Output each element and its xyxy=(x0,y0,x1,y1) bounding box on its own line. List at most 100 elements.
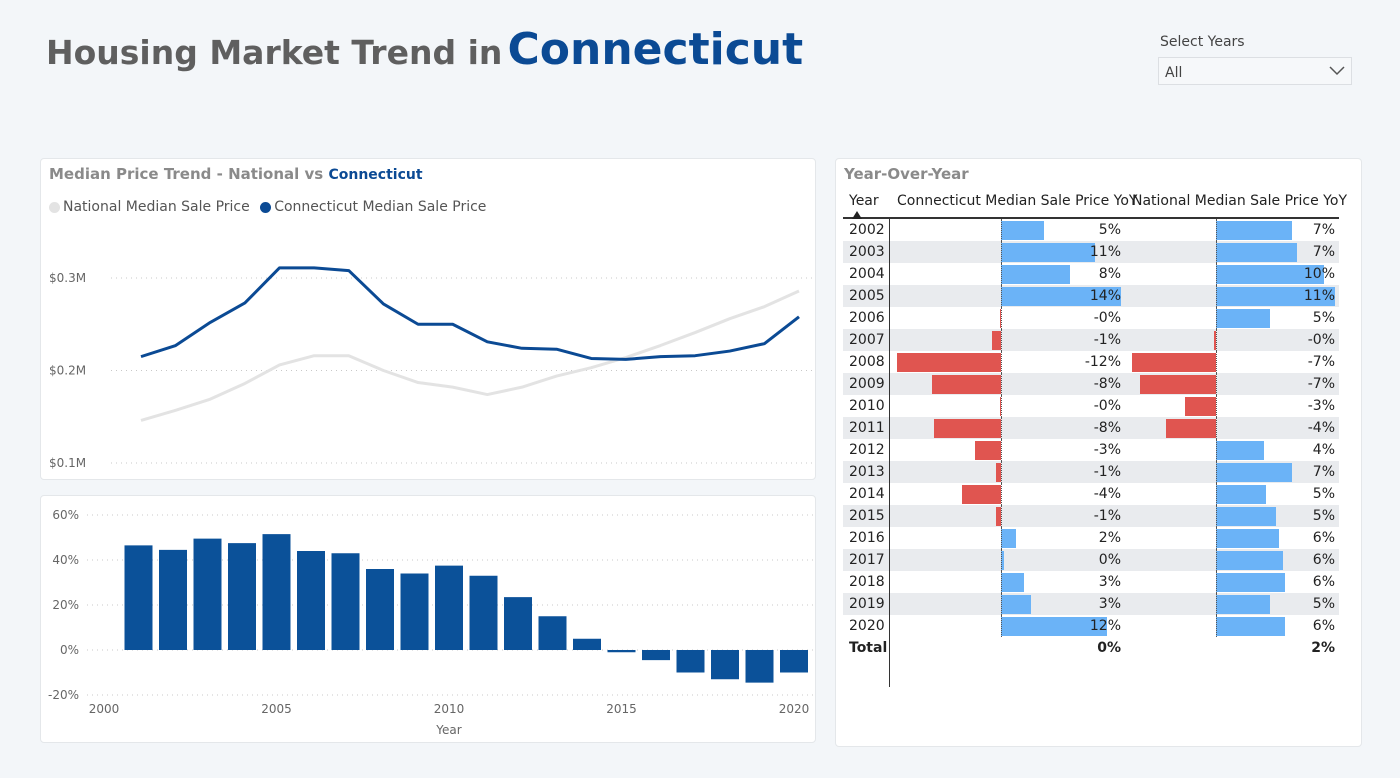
table-body: 2002 5% 7% 2003 11% 7% 2004 8% 10% 2005 14% 11% 2006… xyxy=(843,219,1339,659)
table-row[interactable]: 2017 0% 6% xyxy=(843,549,1339,571)
bar xyxy=(331,553,360,650)
national-yoy-cell: 4% xyxy=(1312,442,1335,458)
table-row[interactable]: 2004 8% 10% xyxy=(843,263,1339,285)
connecticut-yoy-cell: 12% xyxy=(1089,618,1121,634)
yoy-table-card: Year-Over-Year Year Connecticut Median S… xyxy=(835,158,1362,747)
table-row[interactable]: 2006 -0% 5% xyxy=(843,307,1339,329)
bar xyxy=(297,551,325,650)
year-cell: 2014 xyxy=(849,486,885,502)
table-row[interactable]: 2007 -1% -0% xyxy=(843,329,1339,351)
bar xyxy=(676,650,705,673)
connecticut-yoy-cell: 14% xyxy=(1089,288,1121,304)
column-header-national-yoy[interactable]: National Median Sale Price YoY xyxy=(1132,193,1347,209)
table-row[interactable]: 2015 -1% 5% xyxy=(843,505,1339,527)
table-row[interactable]: 2005 14% 11% xyxy=(843,285,1339,307)
national-yoy-cell: 7% xyxy=(1312,222,1335,238)
connecticut-yoy-bar xyxy=(931,375,1001,394)
national-yoy-cell: 5% xyxy=(1312,486,1335,502)
connecticut-yoy-bar xyxy=(1001,265,1070,284)
national-yoy-cell: 10% xyxy=(1303,266,1335,282)
table-row[interactable]: 2019 3% 5% xyxy=(843,593,1339,615)
x-tick-label: 2000 xyxy=(89,702,120,716)
year-cell: 2012 xyxy=(849,442,885,458)
table-row[interactable]: 2012 -3% 4% xyxy=(843,439,1339,461)
bar xyxy=(400,573,429,650)
bar xyxy=(745,650,774,683)
year-cell: 2020 xyxy=(849,618,885,634)
sort-ascending-icon[interactable] xyxy=(852,211,862,219)
connecticut-yoy-cell: -3% xyxy=(1093,442,1121,458)
connecticut-yoy-bar xyxy=(1001,243,1096,262)
x-tick-label: 2005 xyxy=(261,702,292,716)
column-header-year[interactable]: Year xyxy=(849,193,879,209)
connecticut-yoy-cell: -1% xyxy=(1093,464,1121,480)
year-cell: 2005 xyxy=(849,288,885,304)
line-chart-legend: National Median Sale Price Connecticut M… xyxy=(49,199,492,217)
zero-axis-line xyxy=(1001,241,1002,263)
national-series-line xyxy=(140,289,800,422)
national-yoy-cell: -4% xyxy=(1307,420,1335,436)
table-row[interactable]: 2018 3% 6% xyxy=(843,571,1339,593)
legend-dot-national xyxy=(49,201,60,213)
table-row[interactable]: 2011 -8% -4% xyxy=(843,417,1339,439)
year-dropdown-value: All xyxy=(1165,65,1183,81)
national-yoy-bar xyxy=(1166,419,1216,438)
zero-axis-line xyxy=(1216,615,1217,637)
bar xyxy=(159,549,187,650)
connecticut-yoy-bar xyxy=(1001,551,1004,570)
bar xyxy=(780,650,808,673)
national-yoy-cell: -7% xyxy=(1307,376,1335,392)
connecticut-yoy-bar xyxy=(1001,221,1044,240)
connecticut-yoy-bar xyxy=(995,463,1001,482)
zero-axis-line xyxy=(1001,263,1002,285)
table-row[interactable]: 2002 5% 7% xyxy=(843,219,1339,241)
year-cell: 2018 xyxy=(849,574,885,590)
national-yoy-bar xyxy=(1216,287,1335,306)
line-chart-title: Median Price Trend - National vs Connect… xyxy=(49,165,423,183)
table-row[interactable]: 2010 -0% -3% xyxy=(843,395,1339,417)
zero-axis-line xyxy=(1001,395,1002,417)
year-cell: 2010 xyxy=(849,398,885,414)
table-row[interactable]: 2014 -4% 5% xyxy=(843,483,1339,505)
zero-axis-line xyxy=(1216,219,1217,241)
legend-label-connecticut: Connecticut Median Sale Price xyxy=(274,199,487,215)
bar xyxy=(607,650,636,653)
zero-axis-line xyxy=(1001,483,1002,505)
national-yoy-cell: 5% xyxy=(1312,596,1335,612)
x-tick-label: 2010 xyxy=(434,702,465,716)
national-yoy-cell: 5% xyxy=(1312,508,1335,524)
table-row[interactable]: 2009 -8% -7% xyxy=(843,373,1339,395)
table-row[interactable]: 2013 -1% 7% xyxy=(843,461,1339,483)
connecticut-yoy-cell: 5% xyxy=(1098,222,1121,238)
table-row[interactable]: 2008 -12% -7% xyxy=(843,351,1339,373)
table-row[interactable]: 2016 2% 6% xyxy=(843,527,1339,549)
bar xyxy=(262,534,291,650)
table-row[interactable]: 2003 11% 7% xyxy=(843,241,1339,263)
bar xyxy=(366,569,394,650)
zero-axis-line xyxy=(1216,417,1217,439)
zero-axis-line xyxy=(1001,373,1002,395)
national-yoy-bar xyxy=(1216,441,1264,460)
y-tick-label: $0.2M xyxy=(49,364,86,378)
national-yoy-cell: 5% xyxy=(1312,310,1335,326)
legend-item-national[interactable]: National Median Sale Price xyxy=(49,199,250,215)
bar xyxy=(573,638,601,650)
year-cell: 2006 xyxy=(849,310,885,326)
national-yoy-bar xyxy=(1216,463,1292,482)
zero-axis-line xyxy=(1216,505,1217,527)
bar xyxy=(642,650,670,661)
year-cell: 2004 xyxy=(849,266,885,282)
year-dropdown[interactable]: All xyxy=(1158,57,1352,85)
legend-item-connecticut[interactable]: Connecticut Median Sale Price xyxy=(260,199,486,215)
chevron-down-icon xyxy=(1329,66,1345,76)
connecticut-yoy-cell: -4% xyxy=(1093,486,1121,502)
legend-dot-connecticut xyxy=(260,201,272,213)
column-header-connecticut-yoy[interactable]: Connecticut Median Sale Price YoY xyxy=(897,193,1138,209)
zero-axis-line xyxy=(1001,593,1002,615)
bar xyxy=(124,545,153,650)
zero-axis-line xyxy=(1216,241,1217,263)
table-row[interactable]: 2020 12% 6% xyxy=(843,615,1339,637)
connecticut-yoy-bar xyxy=(1000,397,1002,416)
connecticut-yoy-bar xyxy=(934,419,1001,438)
line-chart-title-prefix: Median Price Trend - National vs xyxy=(49,165,324,183)
